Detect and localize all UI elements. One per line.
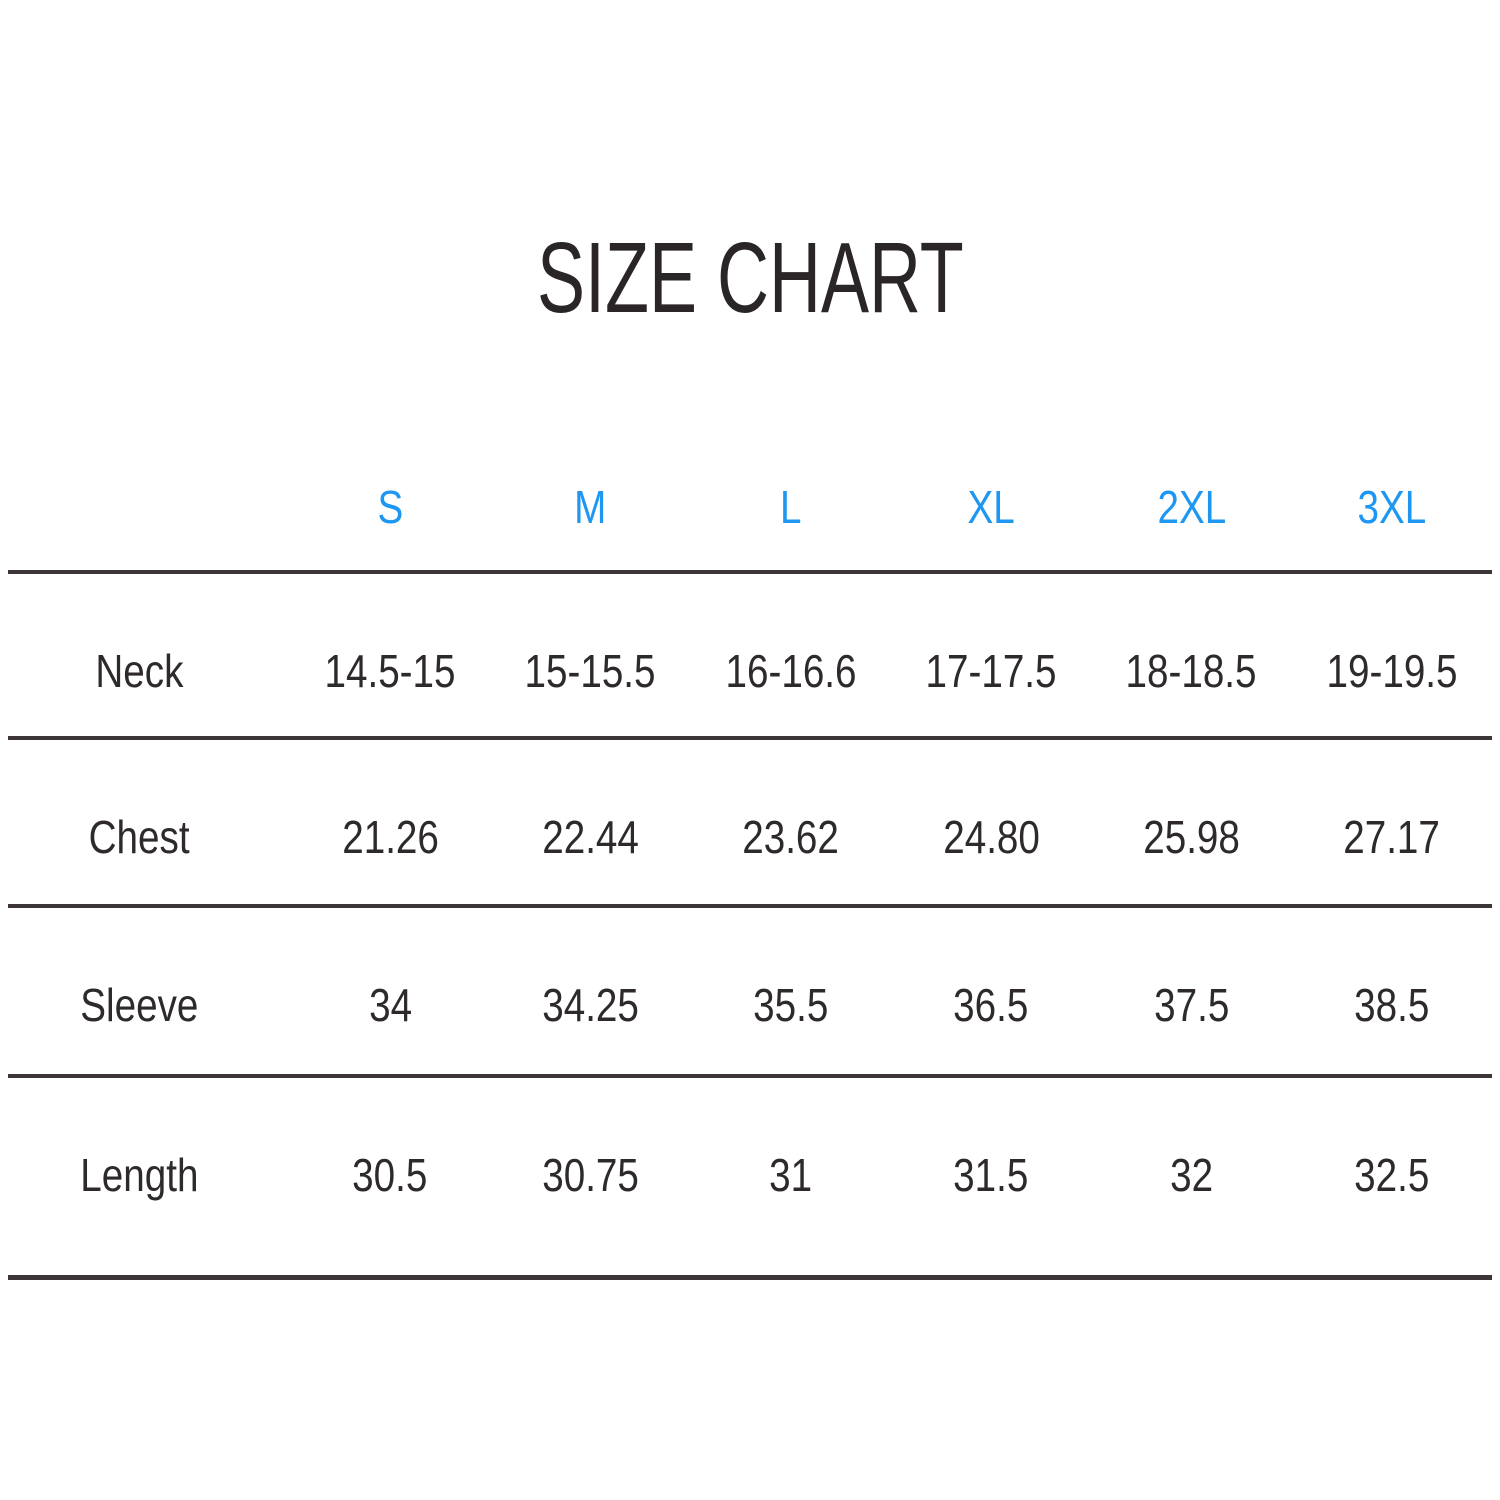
size-value-cell: 38.5 xyxy=(1292,980,1492,1074)
size-value: 16-16.6 xyxy=(725,645,857,697)
size-value-cell: 34 xyxy=(290,980,490,1074)
size-value: 17-17.5 xyxy=(925,645,1057,697)
size-column-header: L xyxy=(691,482,891,570)
size-value-cell: 31 xyxy=(691,1150,891,1275)
size-column-header: M xyxy=(490,482,690,570)
size-column-header-text: 2XL xyxy=(1157,481,1226,533)
size-value-cell: 18-18.5 xyxy=(1091,646,1291,736)
size-value: 31.5 xyxy=(953,1149,1029,1201)
size-column-header-text: M xyxy=(574,481,607,533)
size-column-header-text: XL xyxy=(967,481,1015,533)
page-title-text: SIZE CHART xyxy=(536,222,964,334)
measurement-label: Neck xyxy=(94,645,184,697)
size-value: 23.62 xyxy=(742,811,840,863)
corner-cell xyxy=(8,482,290,570)
size-value-cell: 32 xyxy=(1091,1150,1291,1275)
size-value-cell: 34.25 xyxy=(490,980,690,1074)
measurement-label: Sleeve xyxy=(79,979,199,1031)
size-value-cell: 30.5 xyxy=(290,1150,490,1275)
size-value-cell: 31.5 xyxy=(891,1150,1091,1275)
size-value: 34.25 xyxy=(542,979,639,1031)
measurement-label-cell: Chest xyxy=(8,812,290,904)
size-value: 18-18.5 xyxy=(1125,645,1258,697)
size-header-row: S M L XL 2XL 3XL xyxy=(8,440,1492,574)
size-value-cell: 37.5 xyxy=(1091,980,1291,1074)
size-value-cell: 19-19.5 xyxy=(1292,646,1492,736)
size-value-cell: 36.5 xyxy=(891,980,1091,1074)
size-value-cell: 22.44 xyxy=(490,812,690,904)
size-value: 27.17 xyxy=(1343,811,1441,863)
size-value-cell: 23.62 xyxy=(691,812,891,904)
measurement-label-cell: Sleeve xyxy=(8,980,290,1074)
size-value: 19-19.5 xyxy=(1326,645,1458,697)
size-value: 15-15.5 xyxy=(524,645,657,697)
table-row: Sleeve 34 34.25 35.5 36.5 37.5 38.5 xyxy=(8,908,1492,1078)
size-column-header: S xyxy=(290,482,490,570)
size-value: 32.5 xyxy=(1354,1149,1430,1201)
table-row: Neck 14.5-15 15-15.5 16-16.6 17-17.5 18-18.5 1… xyxy=(8,574,1492,740)
size-value: 30.75 xyxy=(542,1149,639,1201)
size-value: 31 xyxy=(769,1149,813,1201)
measurement-label-cell: Neck xyxy=(8,646,290,736)
size-value: 35.5 xyxy=(753,979,829,1031)
size-value-cell: 15-15.5 xyxy=(490,646,690,736)
size-value-cell: 21.26 xyxy=(290,812,490,904)
size-value-cell: 24.80 xyxy=(891,812,1091,904)
size-value-cell: 27.17 xyxy=(1292,812,1492,904)
size-value-cell: 16-16.6 xyxy=(691,646,891,736)
size-value-cell: 14.5-15 xyxy=(290,646,490,736)
size-value-cell: 35.5 xyxy=(691,980,891,1074)
size-column-header-text: S xyxy=(377,481,404,533)
measurement-label: Chest xyxy=(88,811,190,863)
size-column-header: 3XL xyxy=(1292,482,1492,570)
size-value: 22.44 xyxy=(542,811,639,863)
size-value: 24.80 xyxy=(942,811,1040,863)
size-value: 25.98 xyxy=(1143,811,1240,863)
size-value: 37.5 xyxy=(1153,979,1230,1031)
size-column-header: XL xyxy=(891,482,1091,570)
size-column-header-text: 3XL xyxy=(1357,481,1427,533)
size-value-cell: 25.98 xyxy=(1091,812,1291,904)
size-table: S M L XL 2XL 3XL Neck 14.5-15 15-15.5 16-16.6 17-… xyxy=(8,440,1492,1280)
size-value: 32 xyxy=(1169,1149,1213,1201)
size-value-cell: 17-17.5 xyxy=(891,646,1091,736)
size-value: 14.5-15 xyxy=(324,645,456,697)
size-value-cell: 32.5 xyxy=(1292,1150,1492,1275)
size-value: 38.5 xyxy=(1354,979,1430,1031)
size-value: 30.5 xyxy=(352,1149,428,1201)
size-value-cell: 30.75 xyxy=(490,1150,690,1275)
size-column-header-text: L xyxy=(780,481,802,533)
size-value: 34 xyxy=(368,979,412,1031)
size-column-header: 2XL xyxy=(1091,482,1291,570)
table-row: Chest 21.26 22.44 23.62 24.80 25.98 27.17 xyxy=(8,740,1492,908)
measurement-label-cell: Length xyxy=(8,1150,290,1275)
measurement-label: Length xyxy=(79,1149,199,1201)
table-row: Length 30.5 30.75 31 31.5 32 32.5 xyxy=(8,1078,1492,1280)
size-value: 36.5 xyxy=(953,979,1029,1031)
page-title: SIZE CHART xyxy=(0,228,1500,328)
size-value: 21.26 xyxy=(341,811,439,863)
